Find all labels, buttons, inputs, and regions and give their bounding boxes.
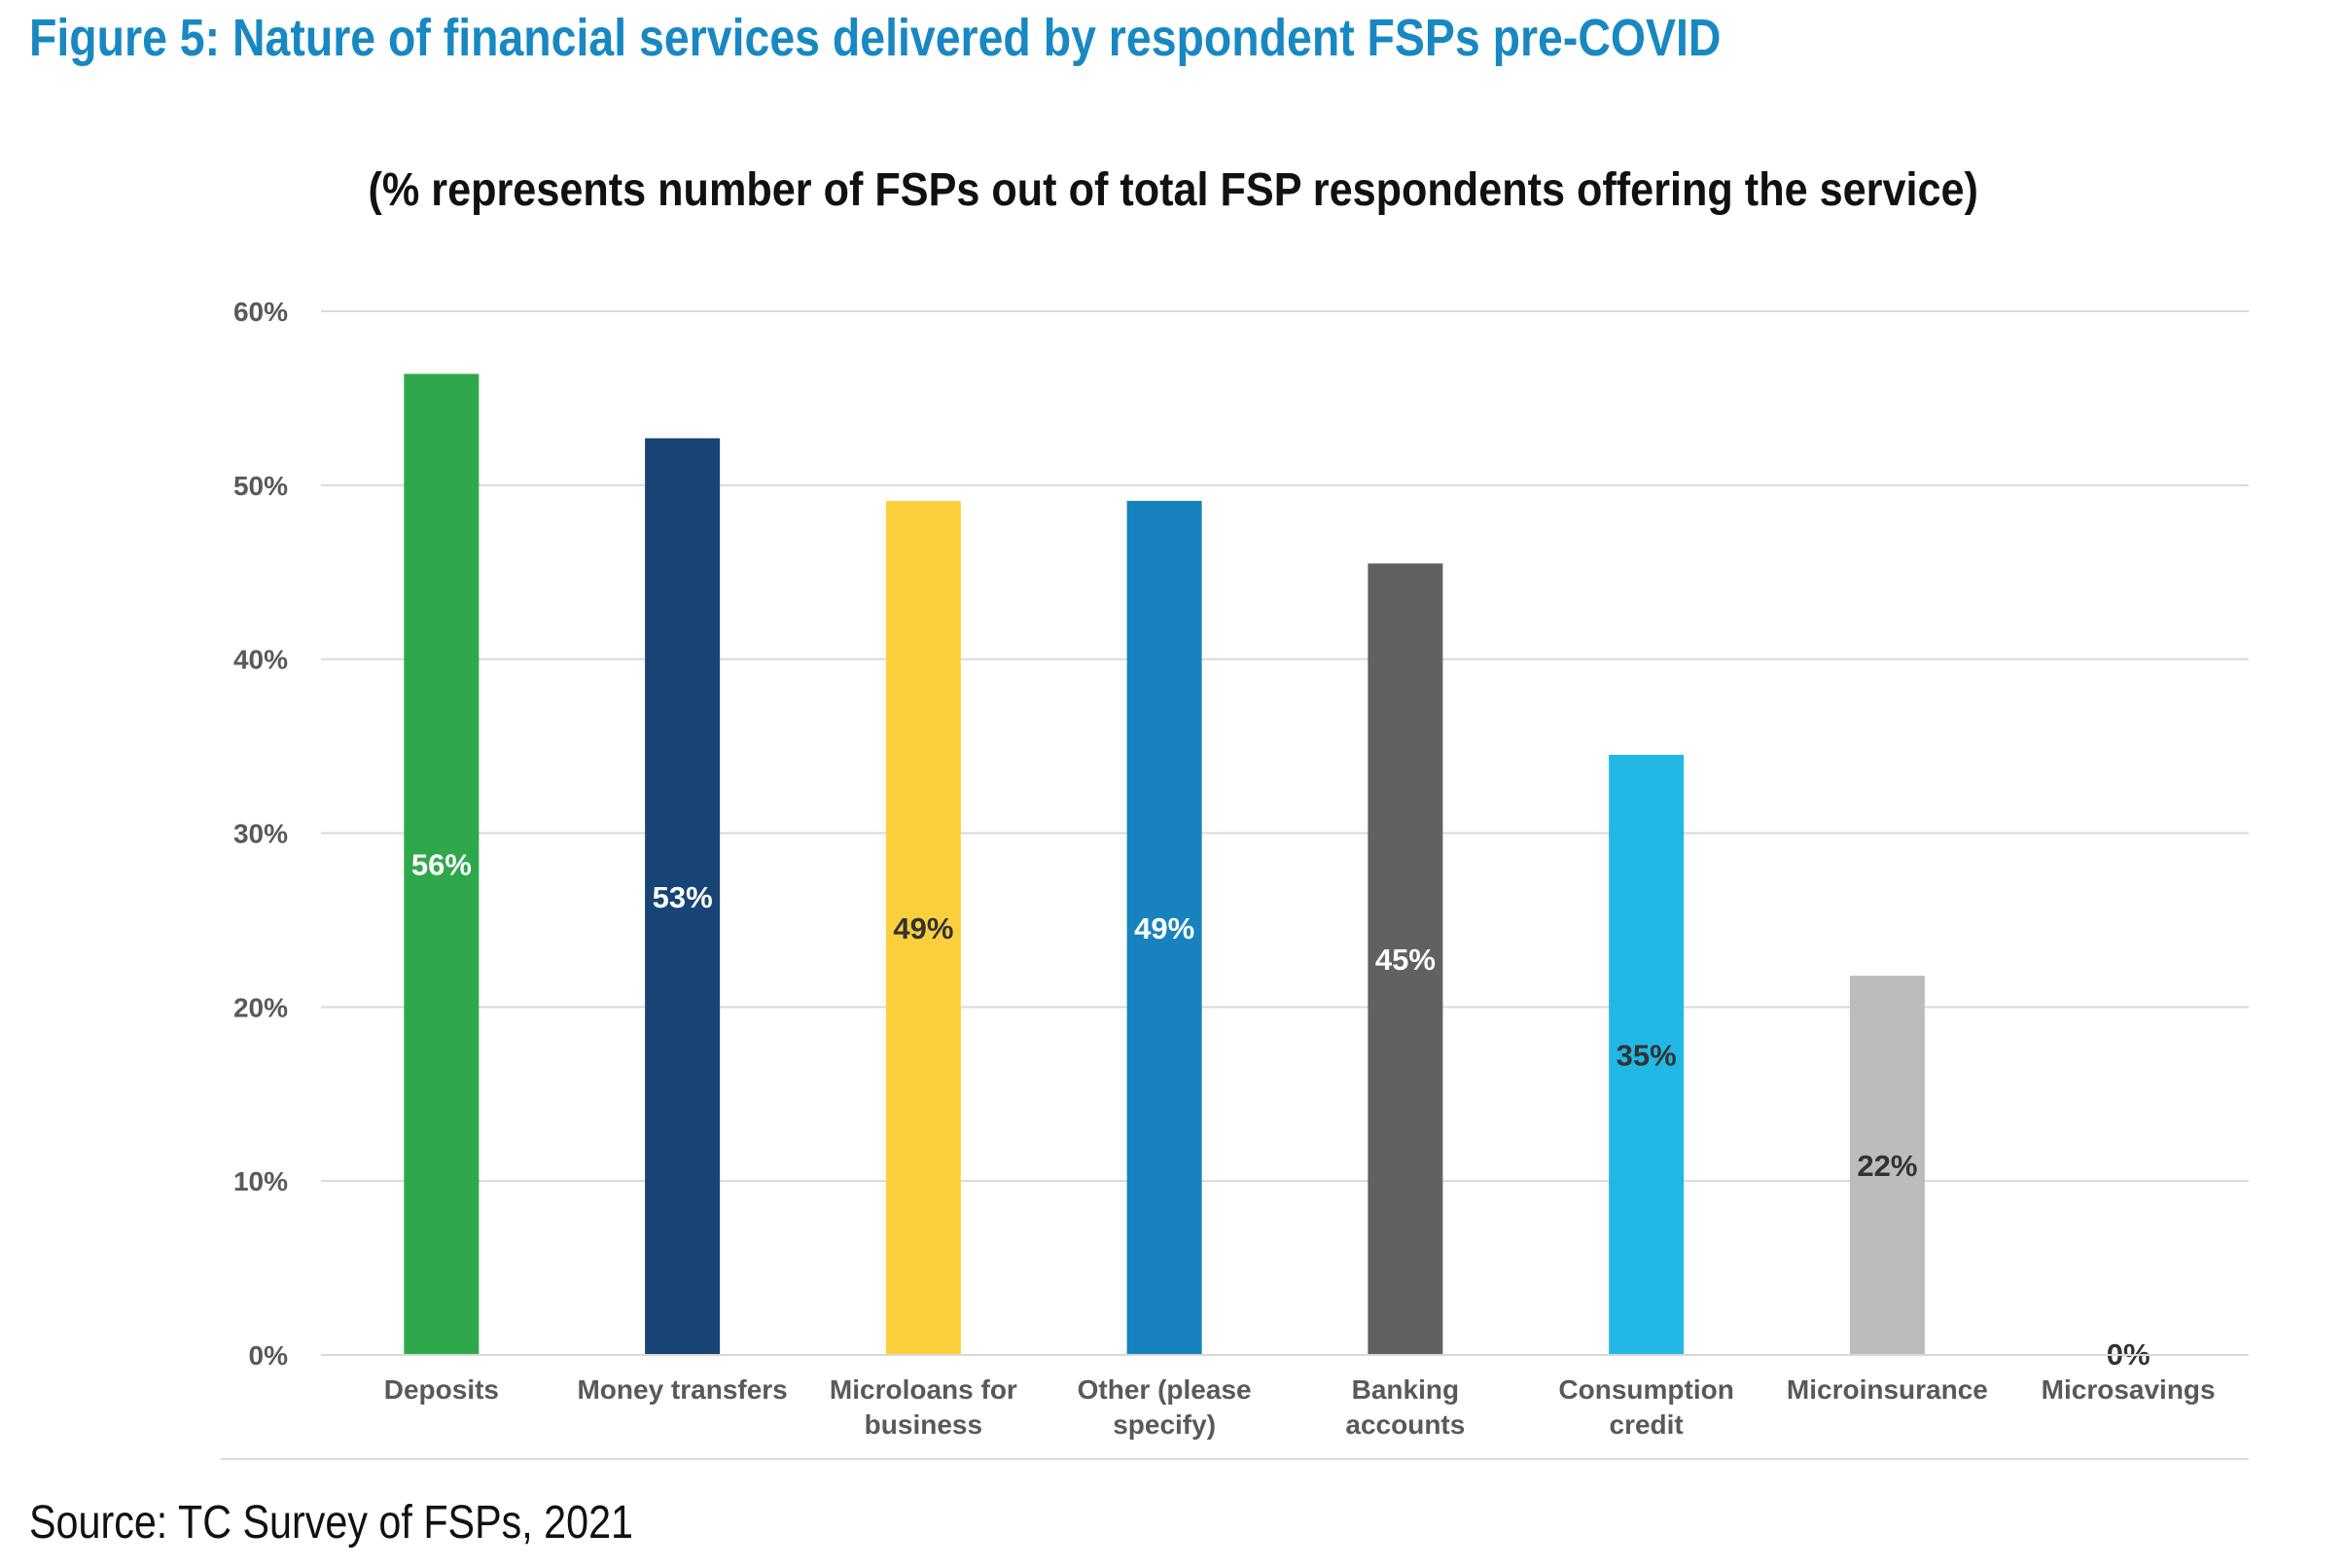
category-label: Money transfers (577, 1374, 787, 1405)
data-label: 56% (411, 848, 472, 882)
bar (1609, 755, 1685, 1355)
chart-subtitle: (% represents number of FSPs out of tota… (368, 164, 1978, 216)
y-tick-label: 20% (233, 992, 288, 1022)
bar (404, 374, 480, 1355)
y-tick-label: 0% (249, 1340, 289, 1371)
category-label: business (865, 1409, 982, 1440)
y-tick-label: 40% (233, 645, 288, 675)
data-label: 53% (653, 880, 713, 914)
figure-title: Figure 5: Nature of financial services d… (29, 9, 1722, 67)
category-label: Deposits (384, 1374, 499, 1405)
x-axis-labels: Deposits Money transfers Microloans for bus… (384, 1374, 2216, 1440)
category-label: credit (1610, 1409, 1684, 1440)
y-tick-label: 10% (233, 1166, 288, 1196)
bar (1849, 976, 1925, 1355)
category-label: Banking (1352, 1374, 1459, 1405)
category-label: Microsavings (2042, 1374, 2216, 1405)
category-label: Microinsurance (1787, 1374, 1988, 1405)
data-label: 49% (893, 911, 953, 945)
data-label: 45% (1375, 943, 1436, 977)
category-label: specify) (1113, 1409, 1216, 1440)
data-labels: 56%53%49% 49%45%35%22%0% (411, 848, 2150, 1372)
bars (404, 374, 1925, 1355)
category-label: Consumption (1558, 1374, 1733, 1405)
data-label: 49% (1134, 911, 1194, 945)
data-label: 22% (1857, 1149, 1917, 1183)
y-tick-label: 30% (233, 819, 288, 849)
bar (645, 438, 721, 1355)
y-axis-ticks: 0% 10% 20% 30% 40% 50% 60% (233, 297, 288, 1371)
bar (885, 500, 961, 1355)
category-label: Microloans for (830, 1374, 1017, 1405)
y-tick-label: 50% (233, 471, 288, 501)
y-tick-label: 60% (233, 297, 288, 327)
category-label: accounts (1345, 1409, 1465, 1440)
bar (1368, 563, 1443, 1355)
source-note: Source: TC Survey of FSPs, 2021 (29, 1497, 634, 1549)
data-label: 35% (1617, 1039, 1677, 1073)
category-label: Other (please (1078, 1374, 1252, 1405)
bar (1126, 500, 1202, 1355)
gridlines (321, 310, 2249, 1183)
